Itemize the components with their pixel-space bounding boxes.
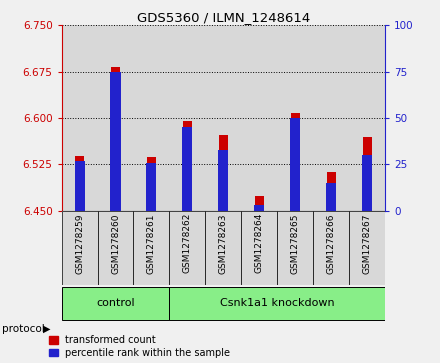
- Text: protocol: protocol: [2, 323, 45, 334]
- Bar: [291, 113, 300, 211]
- Text: ▶: ▶: [43, 323, 51, 334]
- Bar: [277, 25, 313, 211]
- Bar: [349, 211, 385, 285]
- Text: GSM1278262: GSM1278262: [183, 213, 192, 273]
- Bar: [313, 25, 349, 211]
- Bar: [205, 25, 241, 211]
- Bar: [241, 211, 277, 285]
- Bar: [169, 211, 205, 285]
- Legend: transformed count, percentile rank within the sample: transformed count, percentile rank withi…: [49, 335, 231, 358]
- Bar: [349, 25, 385, 211]
- Text: GSM1278264: GSM1278264: [255, 213, 264, 273]
- Bar: [62, 211, 98, 285]
- Bar: [290, 118, 300, 211]
- Bar: [255, 196, 264, 211]
- Bar: [133, 211, 169, 285]
- Bar: [326, 183, 336, 211]
- Title: GDS5360 / ILMN_1248614: GDS5360 / ILMN_1248614: [137, 11, 310, 24]
- Text: GSM1278259: GSM1278259: [75, 213, 84, 274]
- Text: GSM1278261: GSM1278261: [147, 213, 156, 274]
- Text: GSM1278260: GSM1278260: [111, 213, 120, 274]
- Bar: [74, 161, 84, 211]
- Text: Csnk1a1 knockdown: Csnk1a1 knockdown: [220, 298, 334, 308]
- Bar: [133, 25, 169, 211]
- Bar: [147, 163, 157, 211]
- Bar: [110, 72, 121, 211]
- Bar: [254, 205, 264, 211]
- Text: GSM1278265: GSM1278265: [291, 213, 300, 274]
- Bar: [218, 150, 228, 211]
- Bar: [111, 67, 120, 211]
- Bar: [98, 211, 133, 285]
- Text: GSM1278263: GSM1278263: [219, 213, 228, 274]
- Bar: [313, 211, 349, 285]
- Bar: [183, 121, 192, 211]
- Text: control: control: [96, 298, 135, 308]
- Bar: [363, 136, 371, 211]
- Bar: [169, 287, 385, 320]
- Bar: [277, 211, 313, 285]
- Bar: [62, 25, 98, 211]
- Bar: [75, 156, 84, 211]
- Text: GSM1278266: GSM1278266: [326, 213, 336, 274]
- Bar: [182, 127, 192, 211]
- Bar: [147, 157, 156, 211]
- Text: GSM1278267: GSM1278267: [363, 213, 371, 274]
- Bar: [326, 172, 336, 211]
- Bar: [241, 25, 277, 211]
- Bar: [362, 155, 372, 211]
- Bar: [62, 287, 169, 320]
- Bar: [169, 25, 205, 211]
- Bar: [219, 135, 228, 211]
- Bar: [98, 25, 133, 211]
- Bar: [205, 211, 241, 285]
